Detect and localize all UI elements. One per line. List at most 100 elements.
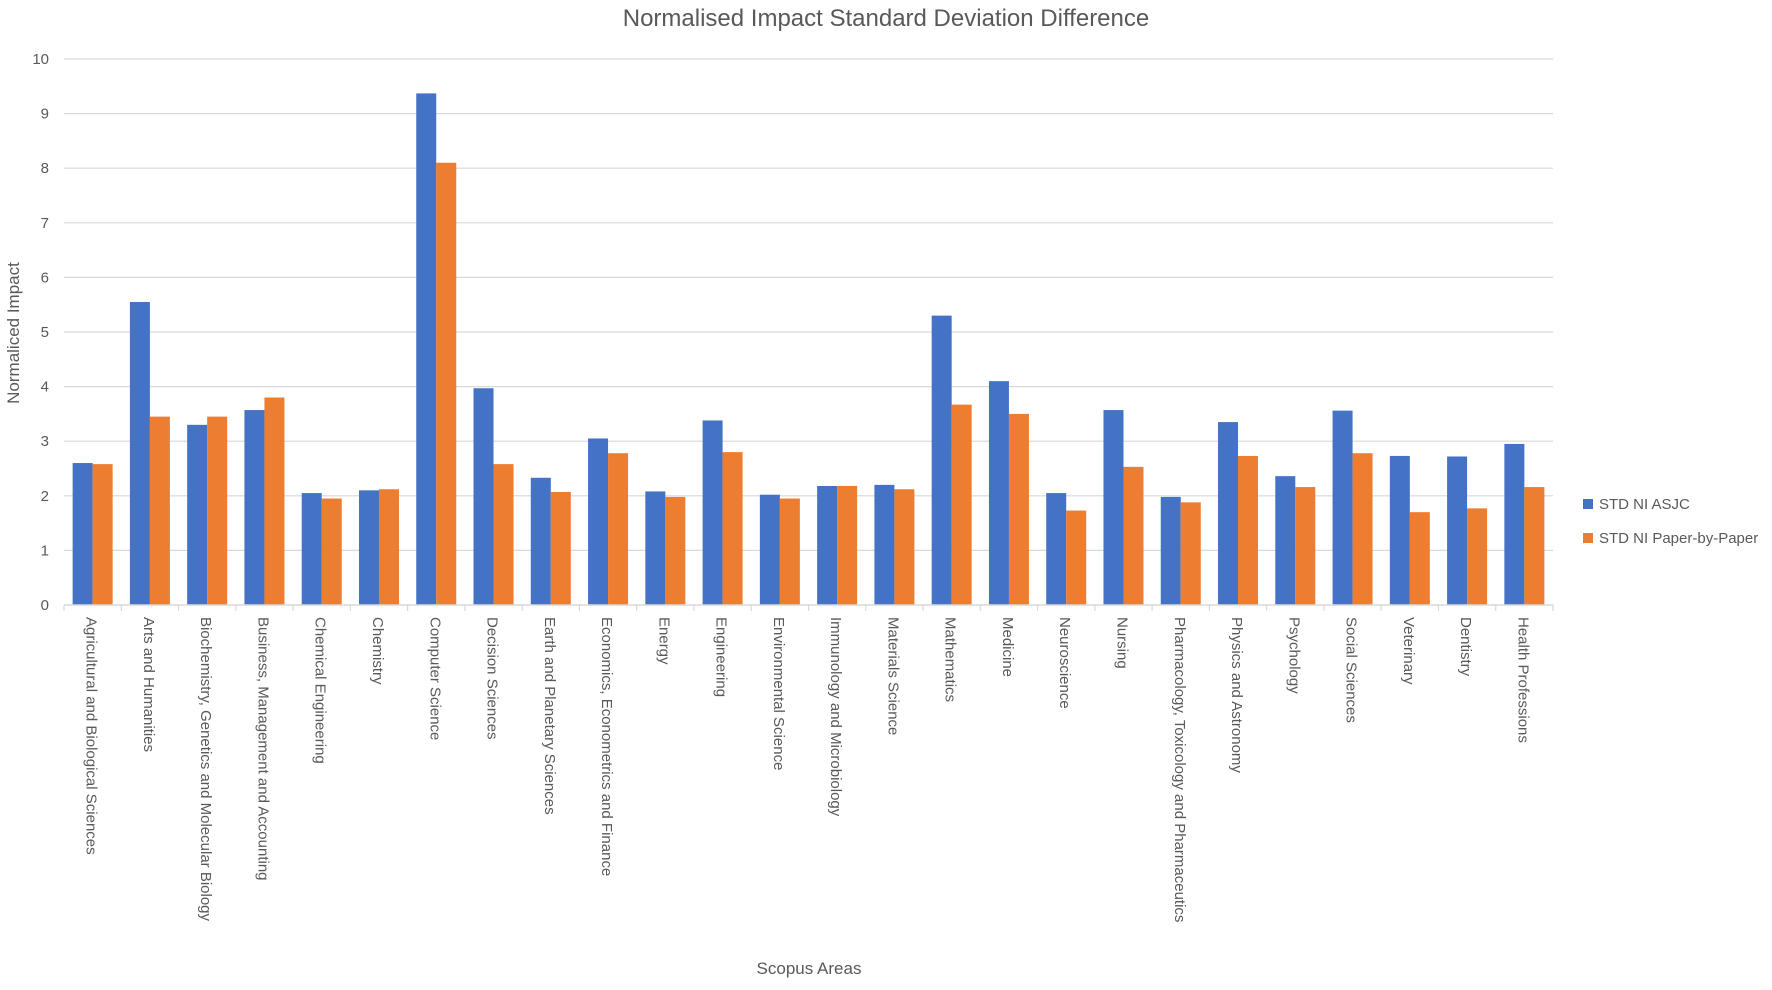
x-category-label: Computer Science bbox=[426, 617, 443, 740]
bar-paper-by-paper-0 bbox=[92, 464, 113, 605]
x-category-label: Mathematics bbox=[942, 617, 959, 702]
bar-asjc-1 bbox=[129, 301, 150, 605]
x-category-label: Dentistry bbox=[1457, 617, 1474, 677]
bar-paper-by-paper-22 bbox=[1352, 453, 1373, 605]
legend-label-0: STD NI ASJC bbox=[1599, 496, 1690, 513]
bar-asjc-9 bbox=[588, 438, 609, 605]
bar-asjc-17 bbox=[1046, 493, 1067, 605]
y-tick-label: 0 bbox=[41, 597, 49, 614]
bar-paper-by-paper-14 bbox=[894, 489, 915, 605]
bar-paper-by-paper-13 bbox=[837, 485, 858, 605]
bar-paper-by-paper-19 bbox=[1180, 502, 1201, 605]
bar-paper-by-paper-24 bbox=[1467, 508, 1488, 605]
x-category-label: Physics and Astronomy bbox=[1228, 617, 1245, 773]
x-category-label: Earth and Planetary Sciences bbox=[541, 617, 558, 815]
bar-asjc-12 bbox=[759, 494, 780, 605]
bar-paper-by-paper-20 bbox=[1238, 455, 1259, 605]
x-category-label: Neuroscience bbox=[1056, 617, 1073, 709]
bar-paper-by-paper-4 bbox=[321, 498, 342, 605]
x-category-label: Materials Science bbox=[884, 617, 901, 735]
x-category-label: Engineering bbox=[713, 617, 730, 697]
x-category-label: Medicine bbox=[999, 617, 1016, 677]
x-category-label: Energy bbox=[655, 617, 672, 665]
x-category-label: Pharmacology, Toxicology and Pharmaceuti… bbox=[1171, 617, 1188, 922]
legend-swatch-0 bbox=[1583, 499, 1593, 509]
y-axis-ticks: 0 1 2 3 4 5 6 7 8 9 10 bbox=[32, 51, 49, 614]
bar-paper-by-paper-15 bbox=[951, 404, 972, 605]
bar-asjc-16 bbox=[988, 381, 1009, 605]
y-tick-label: 2 bbox=[41, 488, 49, 505]
bar-paper-by-paper-3 bbox=[264, 397, 285, 605]
x-category-label: Economics, Econometrics and Finance bbox=[598, 617, 615, 876]
y-tick-label: 1 bbox=[41, 542, 49, 559]
x-category-label: Immunology and Microbiology bbox=[827, 617, 844, 817]
x-category-label: Agricultural and Biological Sciences bbox=[83, 617, 100, 855]
bar-asjc-23 bbox=[1389, 455, 1410, 605]
y-tick-label: 8 bbox=[41, 160, 49, 177]
bar-asjc-10 bbox=[645, 491, 666, 605]
legend: STD NI ASJC STD NI Paper-by-Paper bbox=[1583, 496, 1758, 547]
bar-paper-by-paper-7 bbox=[493, 464, 514, 605]
x-category-label: Social Sciences bbox=[1343, 617, 1360, 723]
bar-asjc-20 bbox=[1218, 422, 1239, 605]
bar-paper-by-paper-6 bbox=[436, 162, 457, 606]
bars bbox=[72, 93, 1545, 606]
x-category-label: Arts and Humanities bbox=[140, 617, 157, 752]
bar-asjc-4 bbox=[301, 493, 322, 605]
bar-paper-by-paper-5 bbox=[378, 489, 399, 605]
chart-title: Normalised Impact Standard Deviation Dif… bbox=[623, 5, 1149, 32]
bar-asjc-21 bbox=[1275, 476, 1296, 605]
x-category-label: Chemistry bbox=[369, 617, 386, 685]
x-category-label: Psychology bbox=[1285, 617, 1302, 694]
bar-paper-by-paper-2 bbox=[207, 416, 228, 605]
bar-asjc-5 bbox=[358, 490, 379, 605]
y-tick-label: 7 bbox=[41, 215, 49, 232]
legend-label-1: STD NI Paper-by-Paper bbox=[1599, 530, 1758, 547]
bar-paper-by-paper-21 bbox=[1295, 487, 1316, 605]
bar-paper-by-paper-1 bbox=[149, 416, 170, 605]
bar-asjc-11 bbox=[702, 420, 723, 605]
bar-asjc-15 bbox=[931, 315, 952, 605]
x-category-label: Veterinary bbox=[1400, 617, 1417, 685]
x-category-label: Business, Management and Accounting bbox=[254, 617, 271, 881]
y-tick-label: 6 bbox=[41, 269, 49, 286]
bar-paper-by-paper-23 bbox=[1409, 512, 1430, 605]
x-category-label: Biochemistry, Genetics and Molecular Bio… bbox=[197, 617, 214, 922]
bar-asjc-18 bbox=[1103, 410, 1124, 605]
y-tick-label: 9 bbox=[41, 106, 49, 123]
bar-paper-by-paper-8 bbox=[550, 491, 571, 605]
bar-asjc-19 bbox=[1160, 496, 1181, 605]
y-tick-label: 3 bbox=[41, 433, 49, 450]
x-axis-category-labels: Agricultural and Biological Sciences Arts… bbox=[63, 605, 1554, 922]
bar-paper-by-paper-12 bbox=[779, 498, 800, 605]
y-tick-label: 10 bbox=[32, 51, 49, 68]
bar-asjc-3 bbox=[244, 410, 265, 605]
gridlines bbox=[64, 58, 1553, 552]
bar-asjc-6 bbox=[416, 93, 437, 605]
bar-asjc-0 bbox=[72, 463, 93, 605]
x-category-label: Environmental Science bbox=[770, 617, 787, 770]
x-category-label: Nursing bbox=[1113, 617, 1130, 669]
y-axis-title: Normaliced Impact bbox=[4, 262, 23, 404]
x-category-label: Chemical Engineering bbox=[312, 617, 329, 764]
x-category-label: Health Professions bbox=[1514, 617, 1531, 743]
bar-paper-by-paper-11 bbox=[722, 452, 743, 605]
bar-paper-by-paper-25 bbox=[1524, 487, 1545, 605]
bar-paper-by-paper-10 bbox=[665, 496, 686, 605]
bar-asjc-14 bbox=[874, 484, 895, 605]
bar-asjc-7 bbox=[473, 388, 494, 605]
bar-paper-by-paper-18 bbox=[1123, 466, 1144, 605]
legend-swatch-1 bbox=[1583, 533, 1593, 543]
x-category-label: Decision Sciences bbox=[484, 617, 501, 740]
bar-paper-by-paper-16 bbox=[1008, 413, 1029, 605]
y-tick-label: 5 bbox=[41, 324, 49, 341]
x-axis-title: Scopus Areas bbox=[757, 959, 862, 978]
bar-asjc-25 bbox=[1504, 443, 1525, 605]
bar-asjc-24 bbox=[1447, 456, 1468, 605]
bar-asjc-8 bbox=[530, 477, 551, 605]
bar-paper-by-paper-17 bbox=[1066, 510, 1087, 605]
y-tick-label: 4 bbox=[41, 379, 49, 396]
bar-asjc-13 bbox=[817, 485, 838, 605]
